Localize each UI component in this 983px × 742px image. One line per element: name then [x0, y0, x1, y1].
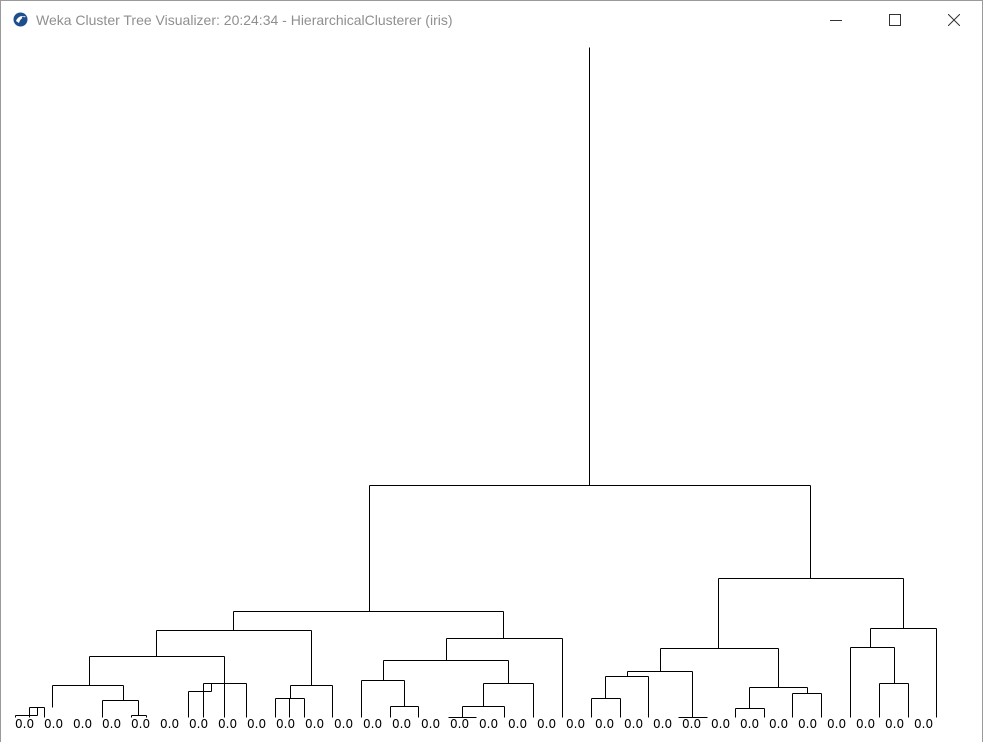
leaf-label: 0.0 — [44, 717, 63, 731]
weka-bird-icon — [13, 12, 28, 27]
leaf-label: 0.0 — [479, 717, 498, 731]
leaf-label: 0.0 — [624, 717, 643, 731]
leaf-label: 0.0 — [189, 717, 208, 731]
leaf-label: 0.0 — [421, 717, 440, 731]
leaf-label: 0.0 — [682, 717, 701, 731]
leaf-label: 0.0 — [305, 717, 324, 731]
leaf-label: 0.0 — [856, 717, 875, 731]
leaf-label: 0.0 — [334, 717, 353, 731]
leaf-label: 0.0 — [392, 717, 411, 731]
leaf-label: 0.0 — [595, 717, 614, 731]
minimize-icon — [830, 14, 842, 26]
close-button[interactable] — [931, 1, 977, 39]
leaf-label: 0.0 — [73, 717, 92, 731]
leaf-label: 0.0 — [218, 717, 237, 731]
leaf-label: 0.0 — [276, 717, 295, 731]
leaf-label: 0.0 — [131, 717, 150, 731]
close-icon — [948, 14, 960, 26]
maximize-button[interactable] — [872, 1, 918, 39]
title-bar[interactable]: Weka Cluster Tree Visualizer: 20:24:34 -… — [1, 1, 982, 39]
leaf-label: 0.0 — [885, 717, 904, 731]
leaf-label: 0.0 — [102, 717, 121, 731]
leaf-label: 0.0 — [769, 717, 788, 731]
leaf-label: 0.0 — [247, 717, 266, 731]
leaf-label: 0.0 — [537, 717, 556, 731]
window-title: Weka Cluster Tree Visualizer: 20:24:34 -… — [36, 12, 453, 28]
dendrogram: 0.0 0.0 0.0 0.0 0.0 0.0 0.0 0.0 0.0 0.0 0.0 0.0 0.0 0… — [15, 47, 937, 731]
dendrogram-canvas[interactable]: 0.0 0.0 0.0 0.0 0.0 0.0 0.0 0.0 0.0 0.0 0.0 0.0 0.0 0… — [1, 39, 982, 742]
leaf-label: 0.0 — [160, 717, 179, 731]
leaf-label: 0.0 — [827, 717, 846, 731]
leaf-label: 0.0 — [711, 717, 730, 731]
leaf-label: 0.0 — [740, 717, 759, 731]
leaf-label: 0.0 — [363, 717, 382, 731]
leaf-label: 0.0 — [508, 717, 527, 731]
leaf-label: 0.0 — [914, 717, 933, 731]
leaf-label: 0.0 — [653, 717, 672, 731]
minimize-button[interactable] — [813, 1, 859, 39]
leaf-label: 0.0 — [450, 717, 469, 731]
leaf-label: 0.0 — [15, 717, 34, 731]
maximize-icon — [889, 14, 901, 26]
leaf-label: 0.0 — [566, 717, 585, 731]
leaf-label: 0.0 — [798, 717, 817, 731]
